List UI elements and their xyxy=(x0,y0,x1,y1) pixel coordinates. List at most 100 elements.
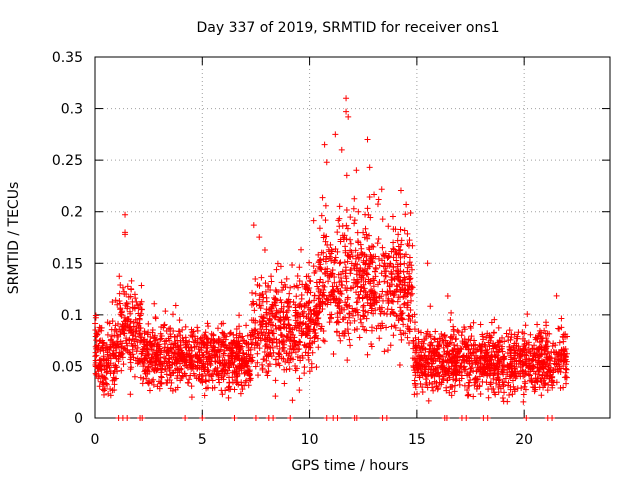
data-point xyxy=(546,353,553,360)
data-point xyxy=(299,352,306,359)
data-point xyxy=(281,380,288,387)
data-point xyxy=(319,194,326,201)
data-point xyxy=(406,254,413,261)
data-point xyxy=(252,290,259,297)
data-point xyxy=(469,361,476,368)
data-point xyxy=(442,371,449,378)
data-point xyxy=(235,381,242,388)
data-point xyxy=(431,378,438,385)
data-point xyxy=(352,247,359,254)
data-point xyxy=(348,249,355,256)
data-point xyxy=(443,359,450,366)
data-point xyxy=(344,296,351,303)
data-point xyxy=(112,322,119,329)
data-point xyxy=(248,301,255,308)
data-point xyxy=(122,211,129,218)
data-point xyxy=(488,353,495,360)
data-point xyxy=(490,340,497,347)
axis-ticks xyxy=(94,56,610,419)
data-point xyxy=(336,215,343,222)
data-point xyxy=(353,415,360,421)
data-point xyxy=(430,366,437,373)
data-point xyxy=(127,327,134,334)
data-point xyxy=(366,164,373,171)
data-point xyxy=(348,260,355,267)
data-point xyxy=(385,297,392,304)
data-point xyxy=(140,363,147,370)
data-point xyxy=(366,194,373,201)
data-point xyxy=(286,290,293,297)
data-point xyxy=(376,262,383,269)
data-point xyxy=(403,201,410,208)
data-point xyxy=(252,276,259,283)
data-point xyxy=(167,372,174,379)
data-point xyxy=(363,327,370,334)
data-point xyxy=(276,316,283,323)
data-point xyxy=(104,368,111,375)
data-point xyxy=(326,311,333,318)
data-point xyxy=(161,321,168,328)
data-point xyxy=(266,361,273,368)
data-point xyxy=(436,340,443,347)
data-point xyxy=(412,384,419,391)
data-point xyxy=(216,379,223,386)
data-point xyxy=(174,337,181,344)
data-point xyxy=(506,392,513,399)
data-point xyxy=(350,308,357,315)
data-point xyxy=(560,338,567,345)
data-point xyxy=(167,331,174,338)
data-point xyxy=(401,282,408,289)
data-point xyxy=(93,330,100,337)
data-point xyxy=(127,293,134,300)
data-point xyxy=(263,352,270,359)
data-point xyxy=(291,340,298,347)
x-tick-label: 15 xyxy=(408,432,426,448)
data-point xyxy=(111,376,118,383)
data-point xyxy=(262,342,269,349)
data-point xyxy=(281,366,288,373)
data-point xyxy=(140,375,147,382)
data-point xyxy=(556,339,563,346)
data-point xyxy=(273,307,280,314)
data-point xyxy=(343,207,350,214)
data-point xyxy=(506,343,513,350)
data-point xyxy=(158,366,165,373)
data-point xyxy=(428,339,435,346)
data-point xyxy=(276,353,283,360)
data-point xyxy=(186,376,193,383)
data-point xyxy=(511,349,518,356)
data-point xyxy=(397,277,404,284)
data-point xyxy=(270,349,277,356)
data-point xyxy=(104,349,111,356)
data-point xyxy=(196,371,203,378)
data-point xyxy=(461,326,468,333)
data-point xyxy=(315,320,322,327)
data-point xyxy=(177,332,184,339)
data-point xyxy=(293,282,300,289)
tick-labels: 0 0.05 0.1 0.15 0.2 0.25 0.3 0.35 0 5 10 15 20 xyxy=(52,50,533,448)
data-point xyxy=(166,356,173,363)
data-point xyxy=(387,260,394,267)
data-point xyxy=(222,387,229,394)
data-point xyxy=(328,250,335,257)
data-point xyxy=(133,348,140,355)
data-point xyxy=(347,236,354,243)
data-point xyxy=(408,297,415,304)
data-point xyxy=(238,367,245,374)
data-point xyxy=(438,354,445,361)
data-point xyxy=(337,310,344,317)
data-point xyxy=(101,387,108,394)
data-point xyxy=(267,286,274,293)
data-point xyxy=(146,358,153,365)
data-point xyxy=(305,273,312,280)
data-point xyxy=(98,324,105,331)
data-point xyxy=(495,324,502,331)
data-point xyxy=(263,369,270,376)
data-point xyxy=(214,364,221,371)
data-point xyxy=(169,387,176,394)
data-point xyxy=(312,267,319,274)
data-point xyxy=(305,349,312,356)
data-point xyxy=(381,278,388,285)
data-point xyxy=(292,322,299,329)
data-point xyxy=(292,362,299,369)
